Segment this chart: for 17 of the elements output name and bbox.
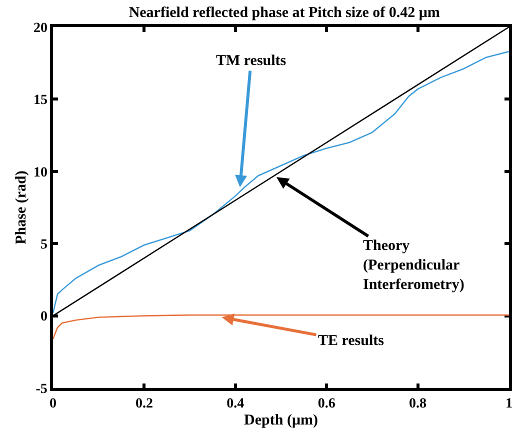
x-tick-label: 0.8: [409, 396, 427, 412]
annotation: Theory (Perpendicular Interferometry): [363, 238, 464, 293]
x-tick-label: 1: [506, 396, 512, 412]
y-tick-label: 20: [33, 20, 48, 36]
y-tick-label: 10: [33, 165, 48, 180]
y-tick-label: -5: [36, 382, 48, 397]
y-tick-label: 5: [40, 238, 48, 252]
x-tick-label: 0.2: [135, 396, 153, 412]
x-tick-label: 0.6: [318, 396, 336, 412]
x-tick-label: 0.4: [226, 396, 244, 412]
y-tick-label: 15: [33, 93, 48, 108]
chart-title: Nearfield reflected phase at Pitch size of 0.42 μm: [128, 5, 440, 22]
y-tick-label: 0: [40, 310, 48, 325]
y-axis-title: Phase (rad): [14, 170, 30, 244]
x-axis-title: Depth (μm): [244, 412, 318, 429]
annotation: TM results: [216, 53, 286, 69]
annotation: TE results: [318, 333, 384, 349]
